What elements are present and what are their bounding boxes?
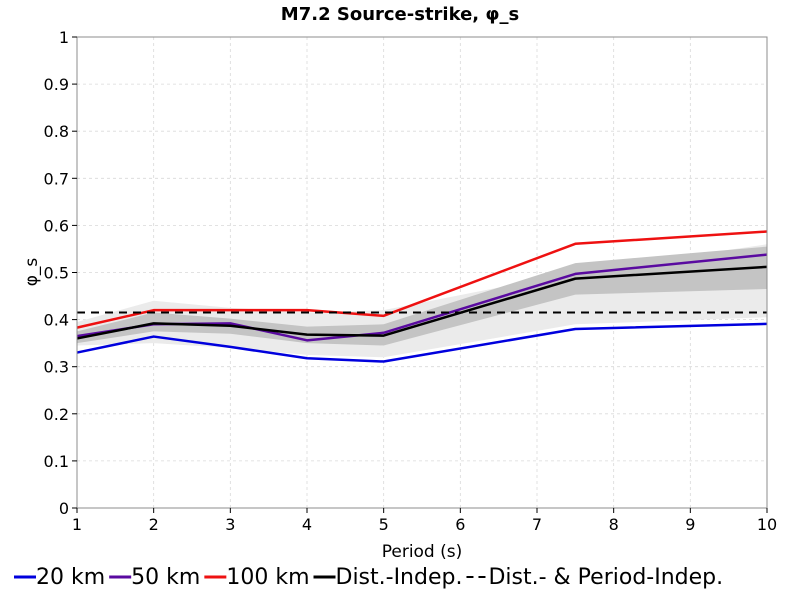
x-axis-label: Period (s) (382, 542, 463, 562)
series-lines (76, 230, 768, 363)
legend-label: 50 km (131, 565, 200, 590)
x-tick-label: 6 (455, 515, 465, 534)
legend: 20 km 50 km 100 km Dist.-Indep. Dist.- & Per… (14, 565, 723, 590)
y-axis-ticks: 0 0.1 0.2 0.3 0.4 0.5 0.6 0.7 0.8 0.9 1 (44, 28, 77, 518)
legend-label: 20 km (36, 565, 105, 590)
y-tick-label: 0 (59, 499, 69, 518)
y-axis-label: φ_s (22, 258, 42, 287)
y-tick-label: 0.8 (44, 122, 69, 141)
y-tick-label: 0.3 (44, 358, 69, 377)
x-tick-label: 9 (685, 515, 695, 534)
y-tick-label: 0.6 (44, 216, 69, 235)
y-tick-label: 0.2 (44, 405, 69, 424)
x-tick-label: 1 (72, 515, 82, 534)
x-tick-label: 5 (379, 515, 389, 534)
y-tick-label: 0.7 (44, 169, 69, 188)
x-tick-label: 7 (532, 515, 542, 534)
y-tick-label: 0.5 (44, 264, 69, 283)
x-tick-label: 3 (225, 515, 235, 534)
y-tick-label: 0.1 (44, 452, 69, 471)
y-tick-label: 0.9 (44, 75, 69, 94)
x-tick-label: 10 (757, 515, 777, 534)
legend-label: Dist.- & Period-Indep. (488, 565, 723, 590)
x-tick-label: 2 (149, 515, 159, 534)
series-line (76, 230, 768, 329)
y-tick-label: 1 (59, 28, 69, 47)
legend-label: 100 km (226, 565, 309, 590)
x-axis-ticks: 1 2 3 4 5 6 7 8 9 10 (72, 508, 777, 534)
series-line (76, 265, 768, 340)
series-line (76, 322, 768, 363)
x-tick-label: 4 (302, 515, 312, 534)
legend-label: Dist.-Indep. (336, 565, 463, 590)
chart-title: M7.2 Source-strike, φ_s (281, 4, 519, 25)
x-tick-label: 8 (609, 515, 619, 534)
y-tick-label: 0.4 (44, 311, 69, 330)
